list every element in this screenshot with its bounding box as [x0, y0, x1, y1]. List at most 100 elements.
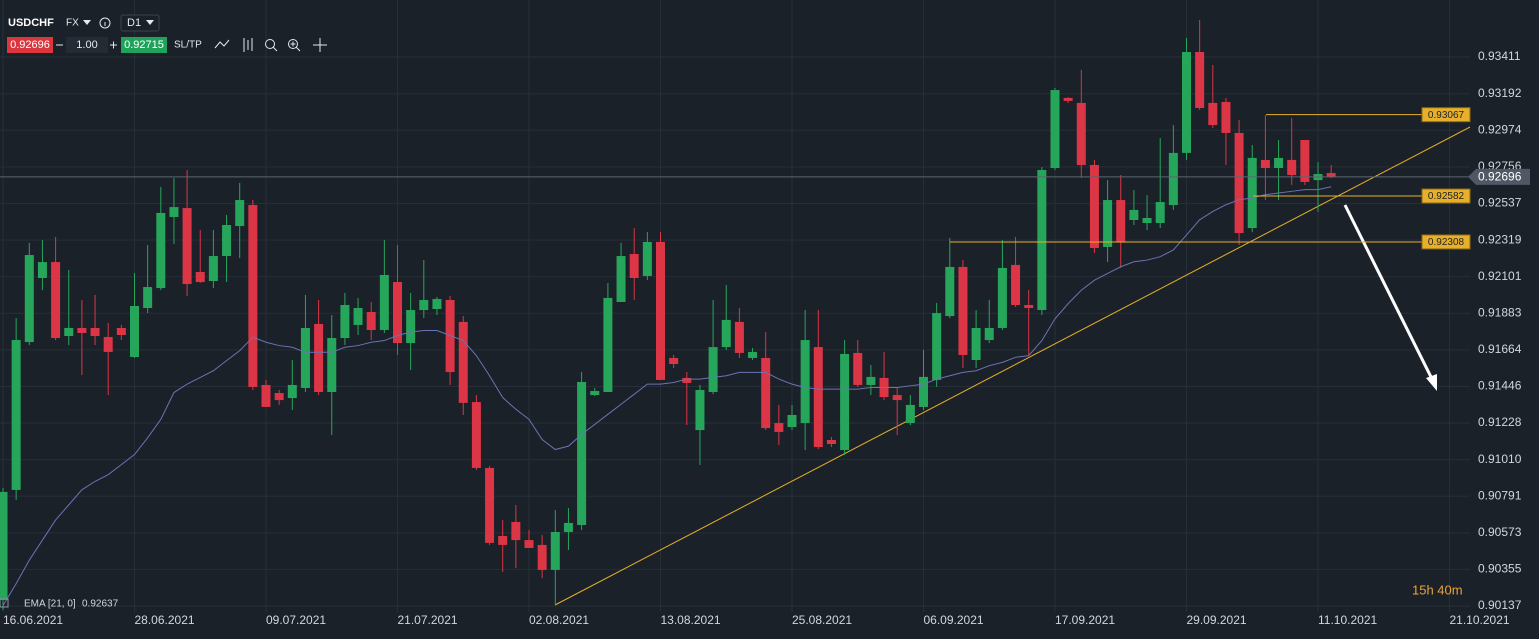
arrow-shaft [1343, 204, 1437, 386]
candle-body [1274, 157, 1284, 169]
y-tick-label: 0.91664 [1478, 342, 1522, 356]
candle-body [261, 384, 271, 407]
candle-body [563, 522, 573, 533]
candle-body [432, 298, 442, 310]
candle-body [1063, 97, 1073, 101]
candle-body [156, 212, 166, 289]
candle-body [905, 404, 915, 424]
level-label: 0.93067 [1428, 110, 1465, 121]
x-tick-label: 11.10.2021 [1318, 613, 1377, 627]
candle-body [1129, 209, 1139, 220]
candle-body [208, 256, 218, 282]
candle-body [37, 262, 47, 278]
y-tick-label: 0.91010 [1478, 452, 1522, 466]
x-tick-label: 25.08.2021 [792, 613, 852, 627]
candle-body [1076, 102, 1086, 165]
candle-body [366, 312, 376, 330]
y-tick-label: 0.91228 [1478, 415, 1522, 429]
lot-box[interactable] [66, 37, 108, 53]
price-tag [1468, 168, 1530, 185]
timeframe: D1 [127, 17, 141, 29]
ask-price: 0.92715 [124, 39, 164, 51]
candle-body [222, 225, 232, 257]
x-tick-label: 17.09.2021 [1055, 613, 1115, 627]
candle-body [1050, 90, 1060, 169]
candle-body [800, 340, 810, 424]
legend-icon [0, 598, 9, 608]
candle-body [721, 319, 731, 348]
zoom-in-icon[interactable] [288, 39, 298, 49]
x-tick-label: 21.07.2021 [398, 613, 458, 627]
candle-body [314, 323, 324, 393]
candle-body [24, 255, 34, 343]
x-tick-label: 28.06.2021 [135, 613, 195, 627]
candle-body [1142, 217, 1152, 224]
arrow-head [1426, 374, 1437, 391]
symbol-caret[interactable] [83, 20, 91, 25]
candle-body [327, 338, 337, 393]
zoom-out-icon[interactable] [265, 39, 275, 49]
sltp-button[interactable]: SL/TP [174, 40, 202, 51]
y-tick-label: 0.90137 [1478, 598, 1522, 612]
y-tick-label: 0.92319 [1478, 232, 1522, 246]
candle-body [971, 327, 981, 360]
sell-button[interactable] [7, 37, 53, 53]
candle-body [235, 200, 245, 227]
info-icon[interactable] [99, 17, 111, 29]
y-tick-label: 0.92537 [1478, 196, 1522, 210]
candle-body [1260, 159, 1270, 169]
candle-body [11, 340, 21, 490]
candle-body [393, 282, 402, 344]
candle-body [932, 313, 942, 380]
candle-body [511, 521, 521, 541]
candle-body [537, 544, 547, 570]
timeframe-box[interactable] [120, 14, 160, 32]
candle-body [787, 414, 797, 428]
y-tick-label: 0.90791 [1478, 488, 1522, 502]
candle-body [524, 540, 534, 548]
bid-price: 0.92696 [10, 39, 50, 51]
x-tick-label: 13.08.2021 [661, 613, 721, 627]
y-tick-label: 0.90573 [1478, 525, 1522, 539]
candle-body [1089, 164, 1099, 248]
candle-body [669, 357, 679, 365]
x-tick-label: 16.06.2021 [3, 613, 63, 627]
legend-name: EMA [21, 0] [24, 599, 76, 610]
lot: 1.00 [76, 39, 97, 51]
x-tick-label: 09.07.2021 [266, 613, 326, 627]
y-tick-label: 0.93192 [1478, 86, 1522, 100]
candle-body [379, 274, 389, 330]
axis: 0.934110.931920.929740.927560.925370.923… [3, 49, 1530, 627]
y-tick-label: 0.91883 [1478, 305, 1522, 319]
plot [0, 19, 1470, 610]
y-tick-label: 0.90355 [1478, 562, 1522, 576]
candle-body [300, 327, 310, 388]
candle-body [169, 207, 179, 217]
line-chart-icon[interactable] [214, 39, 230, 49]
candle-body [90, 327, 100, 337]
market: FX [66, 18, 79, 29]
candle-body [458, 321, 468, 403]
candle-body [656, 241, 665, 380]
candle-body [1116, 200, 1126, 242]
y-tick-label: 0.92101 [1478, 269, 1522, 283]
candles-icon[interactable] [243, 38, 253, 52]
candle-body [1300, 140, 1310, 182]
buy-button[interactable] [121, 37, 167, 53]
indicator-legend: EMA [21, 0] 0.92637 [0, 598, 119, 610]
candle-body [116, 327, 126, 336]
candle-body [130, 306, 139, 357]
candle-body [353, 308, 363, 325]
toolbar: USDCHF FX D1 0.92696 1.00 0.92715 SL/TP [7, 14, 327, 53]
candle-body [0, 491, 8, 600]
candle-body [1287, 159, 1297, 176]
candle-body [629, 254, 639, 278]
candle-body [419, 299, 429, 311]
candle-body [498, 536, 508, 545]
candle-body [1168, 152, 1178, 206]
timeframe-caret[interactable] [146, 20, 154, 25]
candle-body [471, 402, 481, 468]
symbol[interactable]: USDCHF [8, 17, 54, 29]
candle-body [1103, 200, 1113, 247]
candle-body [143, 287, 153, 309]
